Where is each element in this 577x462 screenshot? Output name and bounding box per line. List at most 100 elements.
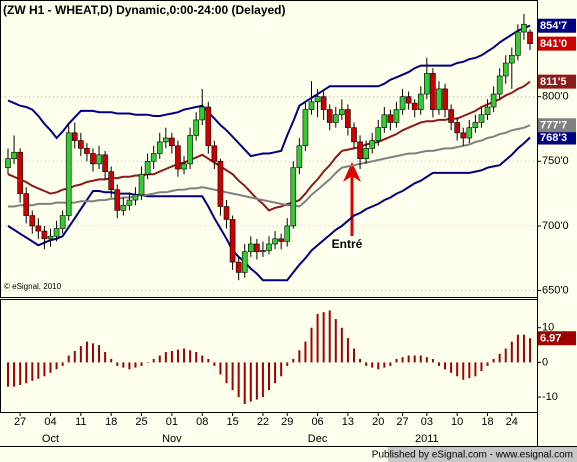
histogram-bar (468, 362, 471, 379)
histogram-bar (510, 341, 513, 363)
histogram-bar (43, 362, 46, 377)
histogram-bar (395, 358, 398, 363)
histogram-bar (19, 362, 22, 385)
last-value-box (538, 118, 576, 133)
candle-body (47, 235, 54, 240)
footer-bar (388, 447, 577, 462)
histogram-bar (280, 362, 283, 377)
candle-body (205, 106, 212, 147)
y2-tick-label: 10 (542, 322, 554, 334)
candle-body (381, 114, 388, 128)
histogram-bar (243, 362, 246, 405)
candle-body (490, 93, 497, 108)
histogram-bar (274, 362, 277, 384)
candle-body (53, 228, 60, 237)
candle-body (326, 109, 333, 123)
candle-body (71, 132, 78, 141)
histogram-bar (516, 334, 519, 363)
histogram-bar (104, 352, 107, 363)
x-tick-label: 04 (44, 416, 56, 428)
candle-body (521, 23, 527, 33)
candle-body (235, 261, 242, 273)
last-value-box (538, 331, 576, 346)
candle-body (278, 238, 284, 242)
candle-body (448, 109, 454, 123)
candle-body (417, 93, 424, 110)
last-value-label: 841'0 (540, 38, 567, 50)
histogram-bar (146, 362, 149, 363)
histogram-bar (122, 362, 125, 368)
histogram-bar (140, 362, 143, 366)
candle-body (332, 114, 339, 123)
histogram-bar (334, 319, 337, 363)
histogram-bar (359, 358, 362, 363)
candle-body (442, 88, 448, 110)
x-tick-label: 08 (196, 416, 208, 428)
candle-body (144, 160, 151, 175)
histogram-bar (176, 349, 179, 363)
x-tick-label: 03 (421, 416, 433, 428)
histogram-bar (237, 362, 240, 398)
candle-body (284, 225, 291, 242)
histogram-bar (413, 355, 416, 363)
candle-body (527, 31, 533, 44)
histogram-bar (25, 362, 28, 384)
candle-body (59, 215, 66, 229)
candle-body (132, 194, 139, 201)
candle-body (156, 141, 163, 154)
candle-body (515, 31, 521, 56)
candle-body (296, 145, 303, 169)
histogram-bar (328, 310, 331, 363)
candle-body (229, 219, 236, 263)
candle-body (90, 153, 96, 165)
candle-body (78, 140, 84, 149)
x-tick-label: 01 (166, 416, 178, 428)
month-label: Dec (308, 433, 328, 445)
candle-body (193, 119, 199, 136)
copyright: © eSignal, 2010 (4, 282, 62, 291)
histogram-bar (340, 327, 343, 363)
candle-body (248, 243, 254, 253)
x-tick-label: 27 (396, 416, 408, 428)
candle-body (484, 106, 491, 116)
candle-body (363, 148, 369, 159)
histogram-bar (110, 358, 113, 363)
indicator-line (7, 24, 531, 158)
histogram-bar (298, 350, 301, 363)
candle-body (175, 145, 181, 170)
last-value-box (538, 18, 576, 33)
histogram-bar (73, 350, 76, 363)
last-value-box (538, 130, 576, 145)
candle-body (217, 160, 224, 207)
histogram-bar (261, 362, 264, 398)
histogram-bar (498, 353, 501, 363)
candle-body (302, 109, 309, 147)
annotation: Entré (332, 237, 363, 251)
candle-body (430, 73, 436, 110)
x-tick-label: 13 (342, 416, 354, 428)
candle-body (290, 167, 297, 227)
candle-body (496, 75, 503, 95)
x-tick-label: 15 (226, 416, 238, 428)
indicator-line (8, 124, 531, 208)
x-tick-label: 22 (257, 416, 269, 428)
candle-body (102, 154, 108, 172)
candle-body (114, 189, 121, 211)
y-tick-label: 800'0 (542, 91, 569, 103)
histogram-bar (249, 362, 252, 402)
candle-body (17, 151, 23, 194)
candle-body (266, 243, 272, 251)
histogram-bar (158, 355, 161, 363)
histogram-bar (486, 362, 489, 366)
candle-body (424, 73, 430, 95)
histogram-bar (268, 362, 271, 391)
candle-body (84, 148, 90, 154)
candle-body (478, 114, 485, 123)
candle-body (108, 171, 114, 191)
x-tick-label: 10 (451, 416, 463, 428)
candle-body (11, 151, 17, 159)
histogram-bar (383, 362, 386, 368)
candle-body (472, 122, 479, 128)
